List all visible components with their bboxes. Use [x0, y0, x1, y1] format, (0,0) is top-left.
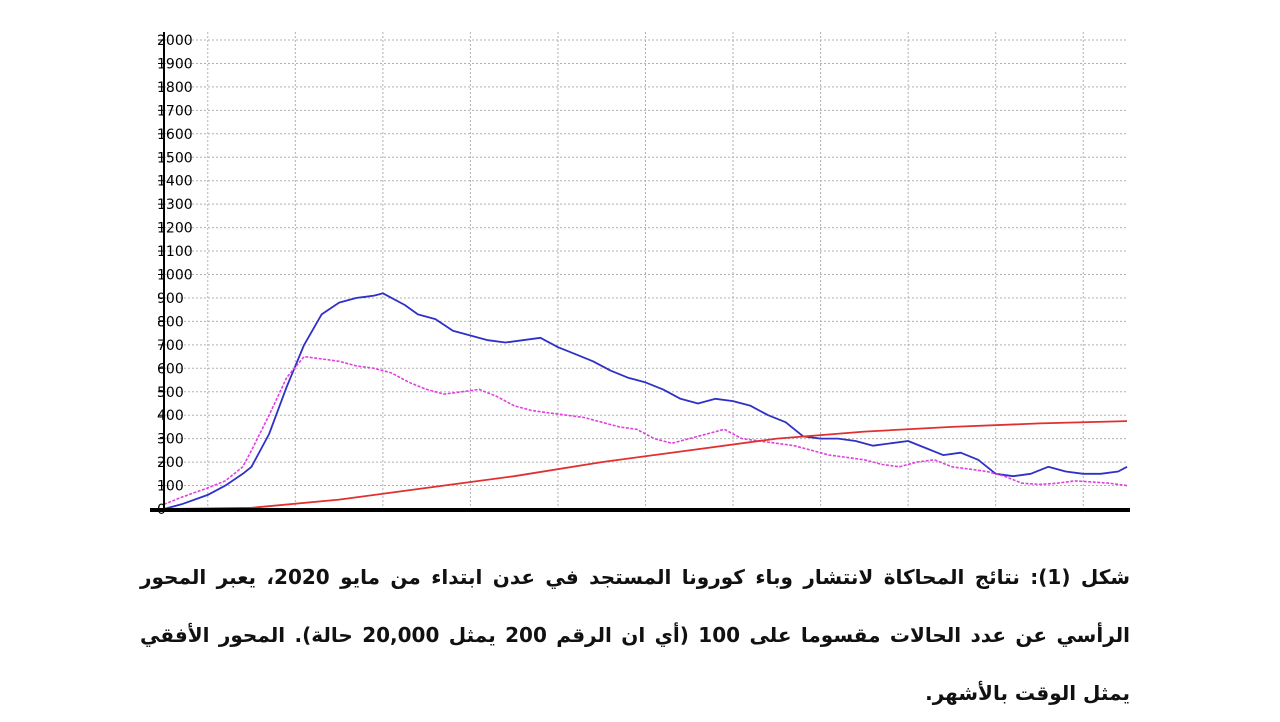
y-tick-label: 100	[157, 479, 184, 495]
y-tick-label: 1400	[157, 174, 193, 190]
y-tick-label: 1300	[157, 197, 193, 213]
y-tick-label: 1500	[157, 150, 193, 166]
y-tick-label: 900	[157, 291, 184, 307]
series-group	[163, 292, 1128, 510]
y-tick-label: 300	[157, 432, 184, 448]
figure-caption: شكل (1): نتائج المحاكاة لانتشار وباء كور…	[140, 565, 1131, 705]
series-line-red	[163, 420, 1128, 510]
y-tick-label: 1700	[157, 103, 193, 119]
line-chart: 0100200300400500600700800900100011001200…	[150, 30, 1130, 524]
y-tick-label: 1100	[157, 244, 193, 260]
y-tick-label: 400	[157, 408, 184, 424]
y-tick-label: 1600	[157, 127, 193, 143]
y-tick-label: 800	[157, 314, 184, 330]
y-tick-label: 2000	[157, 33, 193, 49]
x-axis	[150, 32, 1130, 512]
y-tick-label: 700	[157, 338, 184, 354]
series-line-magenta	[163, 355, 1128, 506]
series-line-blue	[163, 292, 1128, 510]
y-tick-label: 1200	[157, 221, 193, 237]
y-tick-label: 1800	[157, 80, 193, 96]
gridlines	[164, 32, 1127, 509]
y-tick-label: 200	[157, 455, 184, 471]
y-tick-label: 1900	[157, 56, 193, 72]
plot-background	[150, 30, 1130, 524]
y-tick-label: 600	[157, 361, 184, 377]
y-tick-label: 500	[157, 385, 184, 401]
y-tick-label: 1000	[157, 268, 193, 284]
